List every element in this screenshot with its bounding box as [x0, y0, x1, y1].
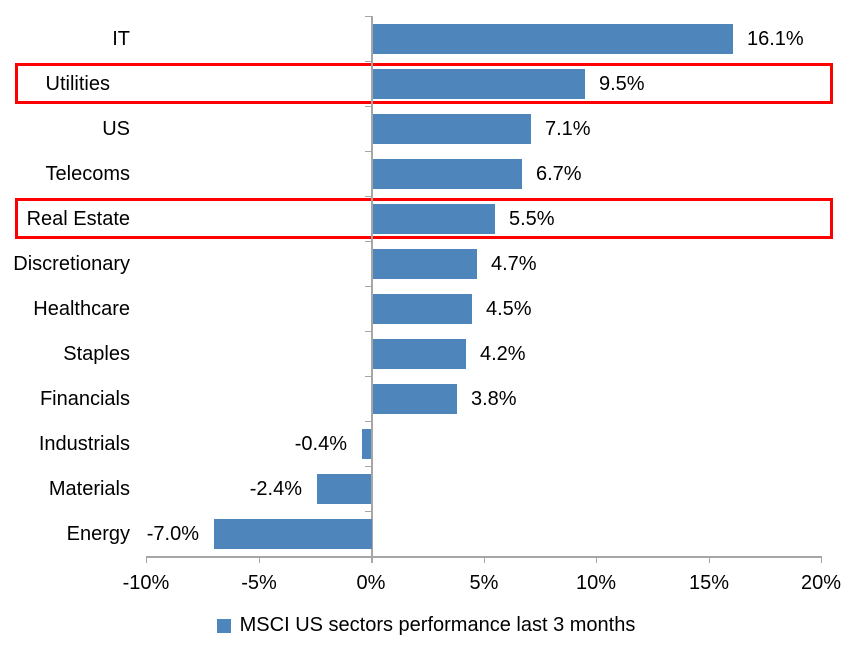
- y-axis-tick: [365, 286, 371, 287]
- bar: [214, 519, 372, 549]
- x-tick-label: -5%: [241, 572, 277, 594]
- category-label: Industrials: [38, 433, 130, 455]
- category-label: US: [102, 118, 130, 140]
- value-label: -0.4%: [294, 433, 347, 455]
- value-label: 6.7%: [536, 163, 582, 185]
- x-axis-tick: [146, 556, 147, 563]
- bar: [373, 204, 495, 234]
- x-axis-tick: [596, 556, 597, 563]
- category-label: Telecoms: [45, 163, 130, 185]
- bar: [373, 249, 477, 279]
- y-axis-tick: [365, 376, 371, 377]
- x-tick-label: 0%: [356, 572, 386, 594]
- category-label: Energy: [66, 523, 130, 545]
- category-label: Discretionary: [13, 253, 130, 275]
- category-label: Materials: [48, 478, 130, 500]
- bar: [317, 474, 371, 504]
- x-tick-label: 10%: [575, 572, 617, 594]
- value-label: 3.8%: [471, 388, 517, 410]
- bar: [362, 429, 371, 459]
- y-axis-line: [371, 16, 373, 563]
- bar: [373, 384, 457, 414]
- value-label: 5.5%: [509, 208, 555, 230]
- highlight-box: [15, 198, 833, 239]
- category-label: Healthcare: [33, 298, 130, 320]
- x-axis-tick: [821, 556, 822, 563]
- category-label: Financials: [39, 388, 130, 410]
- y-axis-tick: [365, 106, 371, 107]
- x-tick-label: 20%: [800, 572, 842, 594]
- bar: [373, 24, 733, 54]
- value-label: -2.4%: [249, 478, 302, 500]
- legend: MSCI US sectors performance last 3 month…: [0, 614, 852, 639]
- x-tick-label: 15%: [688, 572, 730, 594]
- category-label: Real Estate: [26, 208, 130, 230]
- value-label: -7.0%: [146, 523, 199, 545]
- y-axis-tick: [365, 61, 371, 62]
- y-axis-tick: [365, 16, 371, 17]
- value-label: 4.7%: [491, 253, 537, 275]
- legend-square-icon: [216, 618, 231, 633]
- category-label: Utilities: [45, 73, 110, 95]
- bar: [373, 159, 522, 189]
- y-axis-tick: [365, 421, 371, 422]
- x-axis-tick: [371, 556, 372, 563]
- y-axis-tick: [365, 241, 371, 242]
- value-label: 16.1%: [747, 28, 804, 50]
- legend-entry: MSCI US sectors performance last 3 month…: [216, 614, 636, 637]
- y-axis-tick: [365, 151, 371, 152]
- bar: [373, 294, 472, 324]
- category-label: IT: [112, 28, 130, 50]
- bar: [373, 114, 531, 144]
- bar: [373, 339, 466, 369]
- y-axis-tick: [365, 331, 371, 332]
- y-axis-tick: [365, 196, 371, 197]
- x-axis-tick: [709, 556, 710, 563]
- bar: [373, 69, 585, 99]
- legend-label: MSCI US sectors performance last 3 month…: [239, 614, 636, 636]
- x-axis-line: [146, 556, 821, 558]
- x-axis-tick: [259, 556, 260, 563]
- value-label: 9.5%: [599, 73, 645, 95]
- x-tick-label: 5%: [469, 572, 499, 594]
- value-label: 4.2%: [480, 343, 526, 365]
- highlight-box: [15, 63, 833, 104]
- y-axis-tick: [365, 511, 371, 512]
- y-axis-tick: [365, 466, 371, 467]
- x-tick-label: -10%: [122, 572, 170, 594]
- value-label: 4.5%: [486, 298, 532, 320]
- category-label: Staples: [63, 343, 130, 365]
- value-label: 7.1%: [545, 118, 591, 140]
- x-axis-tick: [484, 556, 485, 563]
